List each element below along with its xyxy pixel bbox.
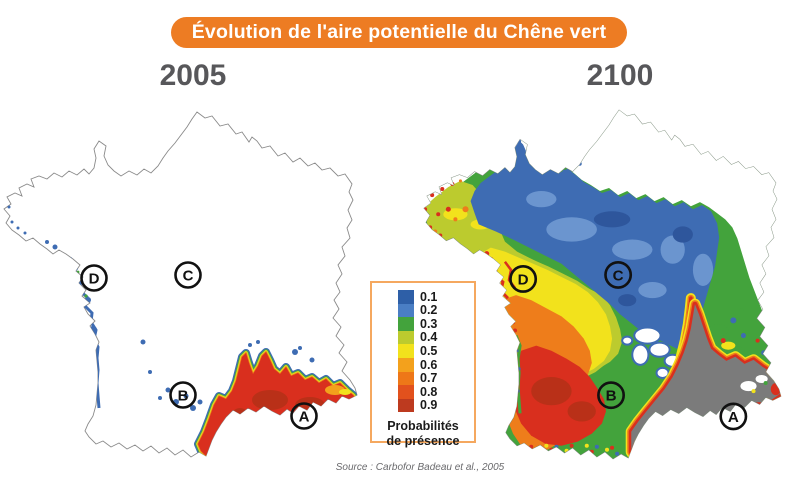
- legend-row: 0.6: [398, 357, 474, 372]
- legend-value: 0.7: [420, 371, 438, 386]
- legend-color-swatch: [398, 385, 414, 399]
- marker-circle-B: [597, 381, 625, 410]
- map-2100: A B C D: [423, 109, 782, 460]
- marker-letter-A: A: [728, 409, 739, 426]
- page-title: Évolution de l'aire potentielle du Chêne…: [191, 21, 607, 43]
- legend-row: 0.9: [398, 398, 474, 413]
- marker-letter-D: D: [518, 271, 529, 288]
- legend-value: 0.1: [420, 289, 438, 304]
- title-banner: Évolution de l'aire potentielle du Chêne…: [171, 17, 627, 48]
- legend-row: 0.5: [398, 344, 474, 358]
- legend-color-swatch: [398, 317, 414, 331]
- legend-row: 0.1: [398, 290, 474, 304]
- legend-value: 0.3: [420, 316, 438, 331]
- marker-letter-A: A: [299, 409, 310, 426]
- legend-value: 0.4: [420, 330, 438, 345]
- legend-caption-line1: Probabilités: [387, 419, 459, 434]
- legend-row: 0.3: [398, 317, 474, 331]
- year-label-2005: 2005: [159, 59, 227, 92]
- source-credit: Source : Carbofor Badeau et al., 2005: [335, 462, 505, 473]
- legend-row: 0.8: [398, 385, 474, 399]
- legend-row: 0.4: [398, 330, 474, 345]
- legend-scale: 0.1 0.2 0.3 0.4 0.5 0.6 0.7 0.8 0.9: [398, 290, 474, 413]
- legend-color-swatch: [398, 330, 414, 345]
- legend-caption-line2: de présence: [386, 433, 460, 448]
- legend-value: 0.5: [420, 343, 438, 358]
- marker-circle-C: [604, 260, 633, 289]
- markers-left: A B C D: [80, 261, 318, 430]
- legend-value: 0.9: [420, 398, 438, 413]
- legend-row: 0.7: [398, 371, 474, 386]
- legend-color-swatch: [398, 357, 414, 372]
- year-label-2100: 2100: [586, 59, 654, 92]
- marker-letter-B: B: [178, 388, 189, 405]
- markers-right: A B C D: [509, 260, 748, 431]
- legend: 0.1 0.2 0.3 0.4 0.5 0.6 0.7 0.8 0.9 Probabilités…: [370, 281, 476, 448]
- marker-circle-C: [174, 261, 202, 289]
- legend-color-swatch: [398, 344, 414, 358]
- marker-letter-C: C: [183, 268, 194, 285]
- blue-texture: [526, 191, 714, 307]
- legend-row: 0.2: [398, 303, 474, 318]
- marker-letter-C: C: [613, 267, 624, 284]
- legend-caption: Probabilités de présence: [372, 419, 474, 448]
- marker-letter-D: D: [89, 271, 100, 288]
- marker-circle-A: [719, 402, 748, 431]
- marker-circle-B: [169, 381, 197, 409]
- legend-color-swatch: [398, 371, 414, 386]
- map-2005: A B C D: [3, 111, 358, 458]
- legend-color-swatch: [398, 398, 414, 413]
- legend-value: 0.8: [420, 384, 438, 399]
- zone-white-north: [424, 110, 781, 353]
- legend-color-swatch: [398, 290, 414, 304]
- marker-circle-D: [509, 265, 538, 293]
- legend-value: 0.2: [420, 303, 438, 318]
- marker-letter-B: B: [606, 388, 617, 405]
- marker-circle-D: [80, 264, 108, 292]
- legend-color-swatch: [398, 303, 414, 318]
- marker-circle-A: [290, 402, 318, 430]
- legend-value: 0.6: [420, 357, 438, 372]
